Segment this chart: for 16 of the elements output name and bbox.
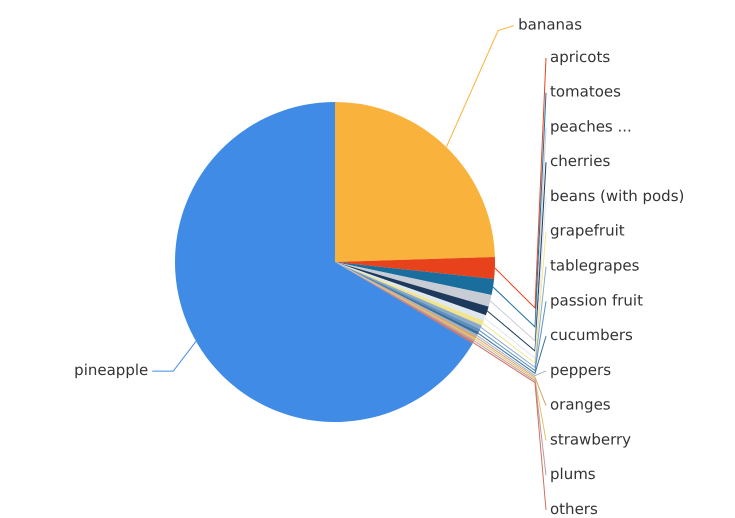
slice-label: bananas: [518, 15, 582, 34]
slice-label: tomatoes: [550, 82, 622, 101]
slice-label: peppers: [550, 360, 612, 379]
slice-label: passion fruit: [550, 291, 644, 310]
slice-label: plums: [550, 465, 596, 484]
slice-label: grapefruit: [550, 222, 625, 240]
slice-label: cherries: [550, 152, 610, 170]
slice-label: apricots: [550, 48, 610, 66]
slice-label: oranges: [550, 396, 611, 414]
slice-label: pineapple: [74, 361, 148, 380]
slice-label: cucumbers: [550, 326, 634, 344]
slice-label: strawberry: [550, 430, 632, 448]
slice-label: beans (with pods): [550, 186, 684, 205]
slice-label: others: [550, 500, 598, 518]
slice-label: tablegrapes: [550, 256, 640, 275]
slice-label: peaches ...: [550, 117, 632, 136]
